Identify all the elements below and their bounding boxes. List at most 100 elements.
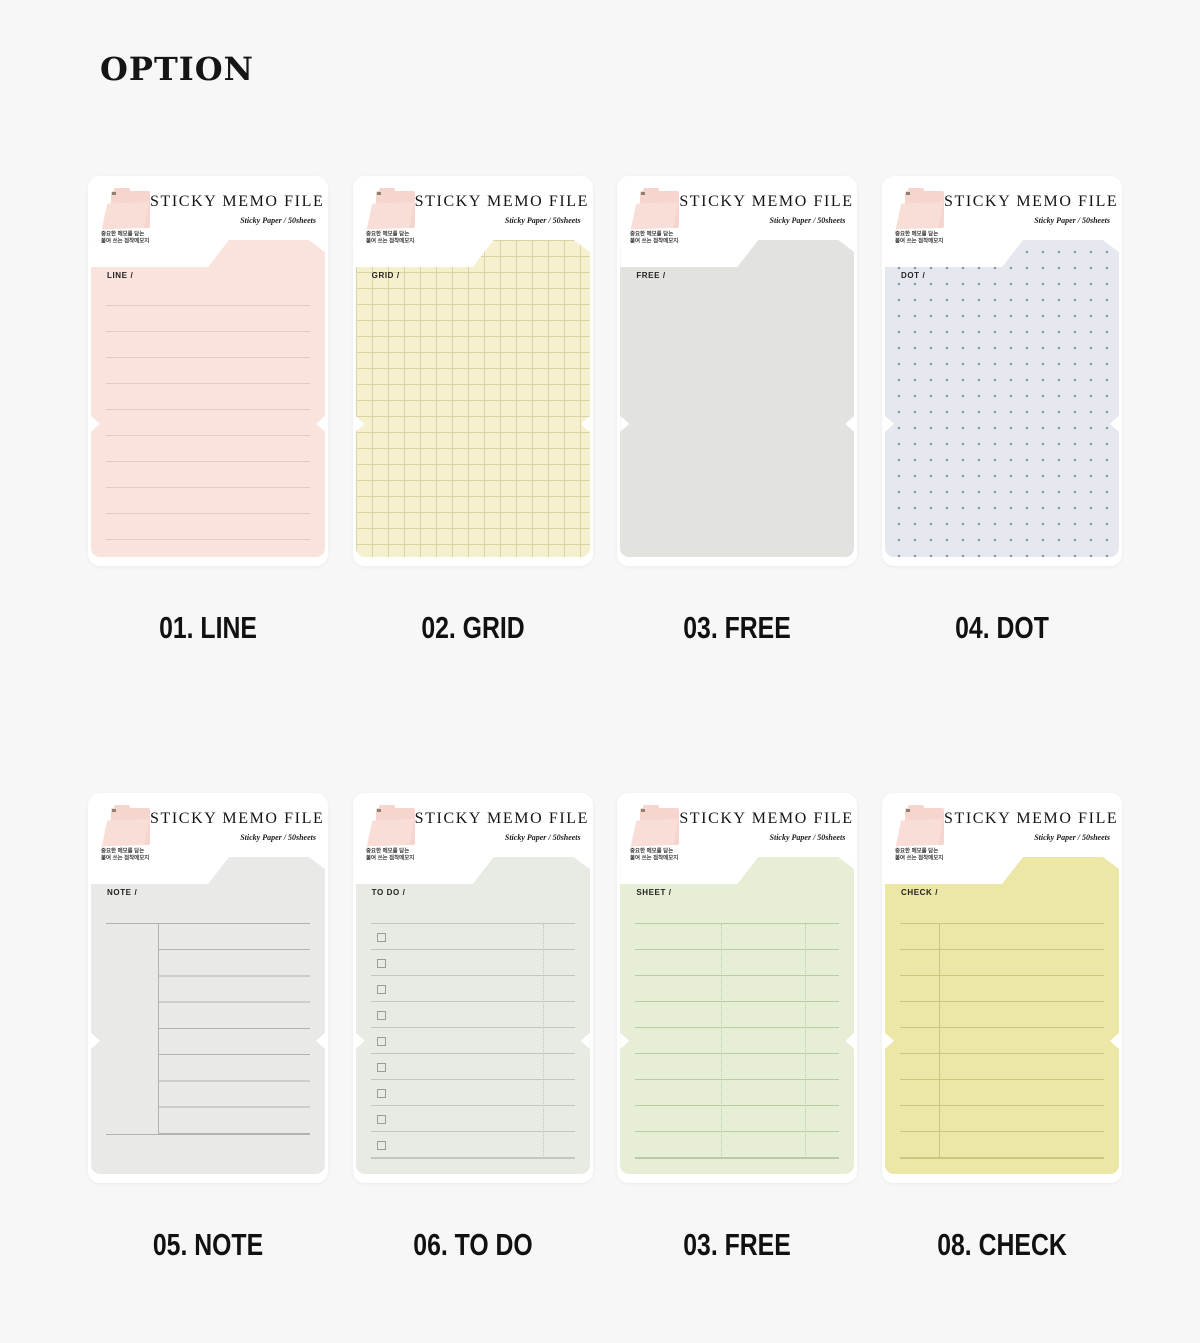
option-column: GRID / STICKY MEMO FILE Sticky Paper / 5… [352,176,593,646]
memo-paper: FREE / [620,240,855,557]
option-column: SHEET / STICKY MEMO FILE Sticky Paper / … [617,793,858,1263]
option-column: DOT / STICKY MEMO FILE Sticky Paper / 50… [881,176,1122,646]
options-grid: LINE / STICKY MEMO FILE Sticky Paper / 5… [88,176,1122,1263]
card-title: STICKY MEMO FILE [679,193,854,210]
korean-description: 중요한 메모를 담는 붙여 쓰는 점착메모지 [630,848,678,863]
right-notch [580,1032,590,1049]
todo-checkbox [376,1011,386,1020]
memo-paper: CHECK / [884,857,1119,1174]
korean-description: 중요한 메모를 담는 붙여 쓰는 점착메모지 [366,231,414,246]
option-caption: 04. DOT [955,610,1049,645]
folder-front [630,202,679,230]
todo-checkbox [376,985,386,994]
paper-type-label: SHEET / [636,888,672,897]
memo-paper: LINE / [91,240,325,557]
folder-icon [366,805,417,847]
paper-type-label: DOT / [900,271,926,280]
korean-line-2: 붙여 쓰는 점착메모지 [365,856,414,862]
folder-tab-cut [91,240,230,267]
folder-speck [905,192,910,195]
folder-tab-cut [355,857,494,884]
option-caption: 08. CHECK [937,1227,1067,1262]
folder-speck [376,809,381,812]
option-caption: 03. FREE [683,1227,792,1262]
left-notch [91,1032,100,1049]
korean-description: 중요한 메모를 담는 붙여 쓰는 점착메모지 [895,848,943,863]
memo-file-card: GRID / STICKY MEMO FILE Sticky Paper / 5… [352,176,593,566]
card-title: STICKY MEMO FILE [150,810,325,827]
folder-tab-cut [355,240,494,267]
todo-checkbox [376,1141,386,1150]
korean-line-1: 중요한 메모를 담는 [365,848,409,855]
left-notch [620,415,630,432]
paper-type-label: GRID / [371,271,400,280]
card-subtitle: Sticky Paper / 50sheets [769,833,846,842]
folder-front [630,819,679,847]
page-title: OPTION [100,50,254,88]
folder-icon [101,188,152,230]
card-subtitle: Sticky Paper / 50sheets [769,216,846,225]
todo-checkbox [376,1115,386,1124]
korean-line-2: 붙여 쓰는 점착메모지 [101,239,150,245]
note-rows [158,924,310,1134]
card-title: STICKY MEMO FILE [943,810,1119,827]
folder-speck [641,809,646,812]
option-caption: 01. LINE [159,610,257,645]
folder-icon [630,188,681,230]
paper-type-label: NOTE / [107,888,138,897]
left-notch [355,415,365,432]
folder-icon [366,188,417,230]
right-notch [845,1032,855,1049]
folder-icon [895,805,946,847]
folder-tab-cut [91,857,230,884]
card-subtitle: Sticky Paper / 50sheets [240,833,316,842]
paper-type-label: LINE / [107,271,134,280]
card-title: STICKY MEMO FILE [414,810,589,827]
korean-line-2: 붙여 쓰는 점착메모지 [101,856,150,862]
left-notch [884,415,894,432]
todo-checkboxes [371,924,575,1158]
folder-tab-cut [884,857,1024,884]
folder-speck [905,809,910,812]
folder-speck [112,809,116,812]
card-title: STICKY MEMO FILE [414,193,589,210]
right-notch [580,415,590,432]
option-column: LINE / STICKY MEMO FILE Sticky Paper / 5… [88,176,328,646]
option-caption: 05. NOTE [152,1227,264,1262]
right-notch [845,415,855,432]
paper-pattern [620,240,854,557]
option-column: NOTE / STICKY MEMO FILE Sticky Paper / 5… [88,793,328,1263]
folder-speck [641,192,646,195]
folder-tab-cut [884,240,1024,267]
memo-paper: DOT / [884,240,1119,557]
korean-description: 중요한 메모를 담는 붙여 쓰는 점착메모지 [366,848,414,863]
folder-front [366,202,415,230]
right-notch [316,1032,325,1049]
option-column: FREE / STICKY MEMO FILE Sticky Paper / 5… [617,176,858,646]
memo-paper: SHEET / [620,857,855,1174]
option-column: CHECK / STICKY MEMO FILE Sticky Paper / … [881,793,1122,1263]
paper-type-label: CHECK / [900,888,939,897]
korean-description: 중요한 메모를 담는 붙여 쓰는 점착메모지 [630,231,678,246]
paper-ruling-box [635,923,840,1159]
option-caption: 02. GRID [420,610,525,645]
option-column: TO DO / STICKY MEMO FILE Sticky Paper / … [352,793,593,1263]
card-subtitle: Sticky Paper / 50sheets [504,833,581,842]
todo-checkbox [376,1037,386,1046]
folder-front [366,819,415,847]
left-notch [620,1032,630,1049]
option-caption: 06. TO DO [412,1227,533,1262]
memo-paper: GRID / [355,240,590,557]
korean-line-1: 중요한 메모를 담는 [365,231,409,238]
korean-line-1: 중요한 메모를 담는 [630,848,674,855]
paper-type-label: TO DO / [371,888,406,897]
memo-paper: TO DO / [355,857,590,1174]
card-title: STICKY MEMO FILE [943,193,1119,210]
todo-checkbox [376,959,386,968]
folder-icon [630,805,681,847]
dotted-vertical-rule-2 [805,924,807,1158]
page: OPTION LINE / [0,50,1200,1343]
card-subtitle: Sticky Paper / 50sheets [504,216,581,225]
korean-line-2: 붙여 쓰는 점착메모지 [894,856,944,862]
korean-line-2: 붙여 쓰는 점착메모지 [365,239,414,245]
